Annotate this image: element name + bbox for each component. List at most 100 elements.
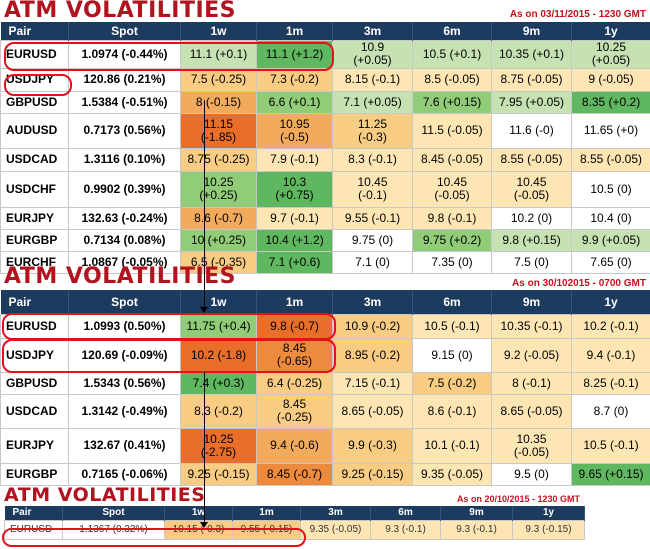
vol-cell-1m: 11.1 (+1.2) <box>256 39 333 69</box>
vol-cell-1m: 9.4 (-0.6) <box>256 427 333 464</box>
vol-cell-1m: 8.45 (-0.65) <box>256 337 333 373</box>
vol-cell-9m: 8.65 (-0.05) <box>491 393 572 429</box>
vol-cell-9m: 11.6 (-0) <box>491 112 572 149</box>
vol-cell-1y: 9.9 (+0.05) <box>571 228 650 252</box>
table-row-audusd: AUDUSD 0.7173 (0.56%) 11.15 (-1.85) 10.95 (… <box>0 112 650 149</box>
vol-cell-6m: 7.6 (+0.15) <box>412 90 492 114</box>
vol-cell-3m: 10.9 (+0.05) <box>332 39 413 69</box>
vol-cell-1y: 8.35 (+0.2) <box>571 90 650 114</box>
vol-cell-9m: 10.35 (-0.05) <box>491 427 572 464</box>
pair-cell: EURCHF <box>0 250 69 274</box>
vol-cell-1y: 11.65 (+0) <box>571 112 650 149</box>
column-header-1m: 1m <box>256 22 333 40</box>
table-row-usdchf: USDCHF 0.9902 (0.39%) 10.25 (+0.25) 10.3 (+… <box>0 170 650 208</box>
spot-cell: 1.3116 (0.10%) <box>68 147 181 172</box>
vol-cell-1w: 10.25 (+0.25) <box>180 170 257 208</box>
vol-cell-1y: 9.3 (-0.15) <box>512 519 585 540</box>
table-row-usdjpy: USDJPY 120.86 (0.21%) 7.5 (-0.25) 7.3 (-0.2… <box>0 67 650 92</box>
column-header-6m: 6m <box>412 22 492 40</box>
table-row-usdjpy: USDJPY 120.69 (-0.09%) 10.2 (-1.8) 8.45 (-0… <box>0 337 650 373</box>
vol-cell-1m: 10.3 (+0.75) <box>256 170 333 208</box>
arrow-down-icon <box>200 522 208 528</box>
vol-cell-6m: 10.5 (-0.1) <box>412 313 492 339</box>
vol-cell-3m: 8.65 (-0.05) <box>332 393 413 429</box>
vol-cell-6m: 8.5 (-0.05) <box>412 67 492 92</box>
vol-cell-1m: 7.3 (-0.2) <box>256 67 333 92</box>
table-row-eurusd: EURUSD 1.0974 (-0.44%) 11.1 (+0.1) 11.1 (+1… <box>0 39 650 69</box>
vol-cell-9m: 10.35 (+0.1) <box>491 39 572 69</box>
header-row: Pair Spot 1w 1m 3m 6m 9m 1y <box>4 506 585 520</box>
vol-cell-1w: 8 (-0.15) <box>180 90 257 114</box>
panel-header: ATM VOLATILITIES As on 03/11/2015 - 1230… <box>0 0 650 23</box>
column-header-6m: 6m <box>370 506 441 520</box>
pair-cell: USDCAD <box>0 393 69 429</box>
vol-cell-6m: 8.6 (-0.1) <box>412 393 492 429</box>
vol-cell-3m: 9.35 (-0.05) <box>300 519 371 540</box>
volatility-panel-1: ATM VOLATILITIES As on 03/11/2015 - 1230… <box>0 0 650 274</box>
column-header-9m: 9m <box>491 22 572 40</box>
vol-cell-1w: 6.5 (-0.35) <box>180 250 257 274</box>
volatility-panel-3: ATM VOLATILITIES As on 20/10/2015 - 1230… <box>0 484 650 540</box>
spot-cell: 1.3142 (-0.49%) <box>68 393 181 429</box>
pair-cell: USDCHF <box>0 170 69 208</box>
table-row-eurusd: EURUSD 1.1367 (0.32%) 10.15 (-0.3) 9.55 (-0… <box>4 519 585 540</box>
spot-cell: 132.63 (-0.24%) <box>68 206 181 230</box>
column-header-spot: Spot <box>62 506 165 520</box>
vol-cell-3m: 7.1 (+0.05) <box>332 90 413 114</box>
vol-cell-3m: 9.25 (-0.15) <box>332 462 413 486</box>
vol-cell-1w: 8.75 (-0.25) <box>180 147 257 172</box>
table-row-eurgbp: EURGBP 0.7165 (-0.06%) 9.25 (-0.15) 8.45 (-… <box>0 462 650 486</box>
column-header-1y: 1y <box>512 506 585 520</box>
vol-cell-6m: 10.45 (-0.05) <box>412 170 492 208</box>
vol-cell-1w: 10.15 (-0.3) <box>164 519 233 540</box>
table-row-gbpusd: GBPUSD 1.5343 (0.56%) 7.4 (+0.3) 6.4 (-0.25… <box>0 371 650 395</box>
table-row-gbpusd: GBPUSD 1.5384 (-0.51%) 8 (-0.15) 6.6 (+0.1)… <box>0 90 650 114</box>
vol-cell-9m: 9.5 (0) <box>491 462 572 486</box>
vol-cell-1y: 9.4 (-0.1) <box>571 337 650 373</box>
column-header-1m: 1m <box>232 506 301 520</box>
vol-cell-9m: 9.2 (-0.05) <box>491 337 572 373</box>
vol-cell-9m: 8 (-0.1) <box>491 371 572 395</box>
column-header-pair: Pair <box>4 506 63 520</box>
vol-cell-3m: 7.15 (-0.1) <box>332 371 413 395</box>
column-header-1w: 1w <box>180 22 257 40</box>
column-header-9m: 9m <box>491 290 572 314</box>
vol-cell-3m: 9.55 (-0.1) <box>332 206 413 230</box>
vol-cell-9m: 7.95 (+0.05) <box>491 90 572 114</box>
connector-line <box>204 100 205 312</box>
vol-cell-3m: 8.15 (-0.1) <box>332 67 413 92</box>
vol-cell-6m: 9.35 (-0.05) <box>412 462 492 486</box>
vol-cell-1w: 11.75 (+0.4) <box>180 313 257 339</box>
table-row-usdcad: USDCAD 1.3116 (0.10%) 8.75 (-0.25) 7.9 (-0.… <box>0 147 650 172</box>
as-of-date: As on 30/102015 - 0700 GMT <box>512 278 646 289</box>
spot-cell: 1.0867 (-0.05%) <box>68 250 181 274</box>
pair-cell: EURJPY <box>0 427 69 464</box>
vol-cell-9m: 10.35 (-0.1) <box>491 313 572 339</box>
column-header-1w: 1w <box>180 290 257 314</box>
vol-cell-1w: 10.2 (-1.8) <box>180 337 257 373</box>
vol-cell-3m: 7.1 (0) <box>332 250 413 274</box>
vol-cell-1w: 8.6 (-0.7) <box>180 206 257 230</box>
table-row-eurgbp: EURGBP 0.7134 (0.08%) 10 (+0.25) 10.4 (+1.2… <box>0 228 650 252</box>
column-header-spot: Spot <box>68 290 181 314</box>
spot-cell: 0.9902 (0.39%) <box>68 170 181 208</box>
pair-cell: GBPUSD <box>0 90 69 114</box>
vol-cell-1y: 8.25 (-0.1) <box>571 371 650 395</box>
vol-cell-1w: 8.3 (-0.2) <box>180 393 257 429</box>
spot-cell: 1.5343 (0.56%) <box>68 371 181 395</box>
vol-cell-9m: 10.2 (0) <box>491 206 572 230</box>
column-header-1m: 1m <box>256 290 333 314</box>
vol-cell-9m: 8.75 (-0.05) <box>491 67 572 92</box>
panel-title: ATM VOLATILITIES <box>4 0 237 23</box>
spot-cell: 1.0974 (-0.44%) <box>68 39 181 69</box>
pair-cell: EURJPY <box>0 206 69 230</box>
pair-cell: EURUSD <box>0 313 69 339</box>
pair-cell: EURGBP <box>0 228 69 252</box>
column-header-spot: Spot <box>68 22 181 40</box>
panel-header: ATM VOLATILITIES As on 20/10/2015 - 1230… <box>0 484 650 506</box>
vol-cell-1y: 10.4 (0) <box>571 206 650 230</box>
column-header-9m: 9m <box>440 506 513 520</box>
volatility-panel-2: ATM VOLATILITIES As on 30/102015 - 0700 … <box>0 264 650 486</box>
spot-cell: 120.86 (0.21%) <box>68 67 181 92</box>
vol-cell-1y: 10.5 (-0.1) <box>571 427 650 464</box>
